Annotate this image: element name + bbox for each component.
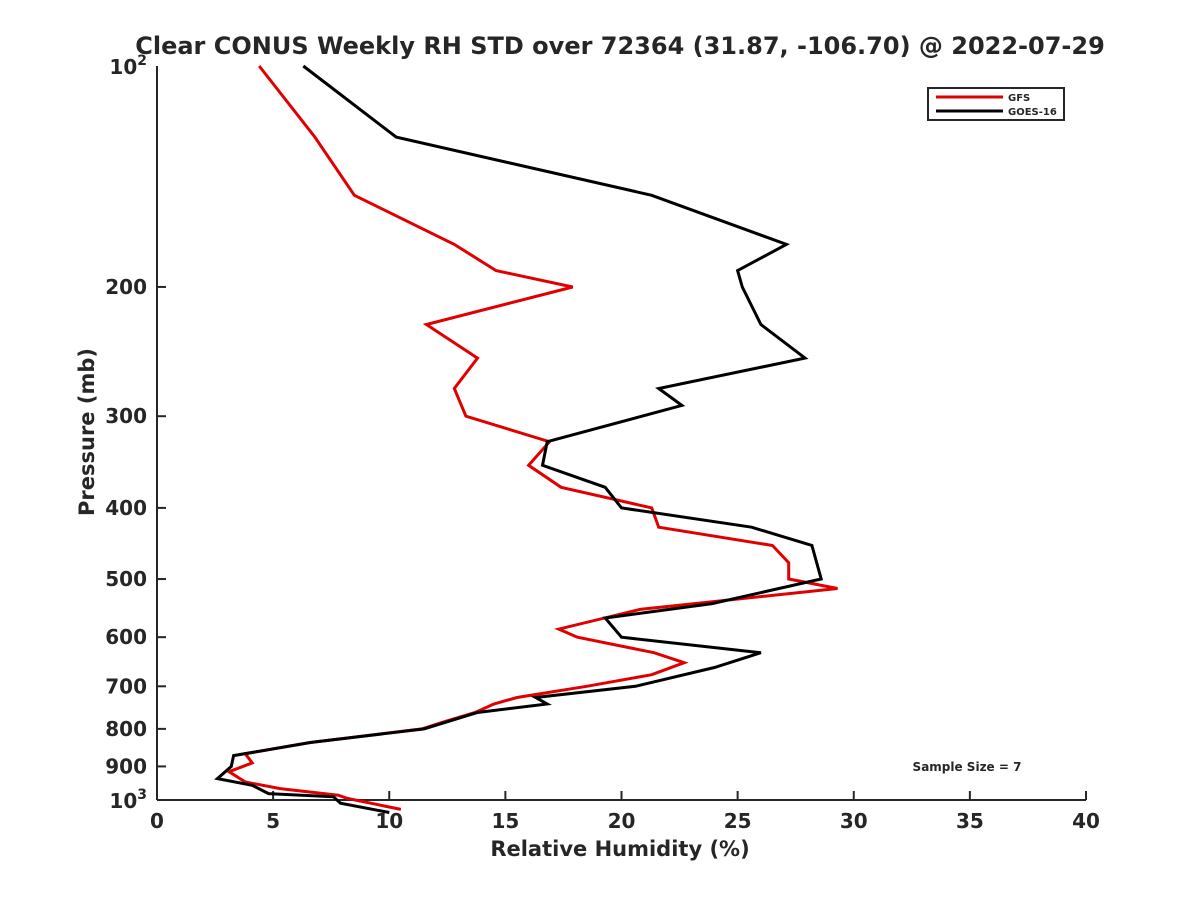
y-tick-label: 200 xyxy=(105,275,147,299)
x-tick-label: 20 xyxy=(608,809,636,833)
series-line-goes-16 xyxy=(214,64,824,814)
y-tick-label: 700 xyxy=(105,674,147,698)
legend-label: GOES-16 xyxy=(1008,107,1057,118)
x-tick-label: 5 xyxy=(266,809,280,833)
legend-label: GFS xyxy=(1008,93,1030,104)
chart-title: Clear CONUS Weekly RH STD over 72364 (31… xyxy=(135,32,1105,60)
x-tick-label: 15 xyxy=(491,809,519,833)
y-tick-label: 500 xyxy=(105,567,147,591)
y-axis-label: Pressure (mb) xyxy=(75,348,99,516)
legend-box xyxy=(927,87,1065,121)
y-tick-label-power: 103 xyxy=(109,787,147,813)
x-tick-label: 30 xyxy=(840,809,868,833)
y-tick-label: 900 xyxy=(105,754,147,778)
y-tick-label: 800 xyxy=(105,717,147,741)
x-tick-label: 35 xyxy=(956,809,984,833)
sample-size-annotation: Sample Size = 7 xyxy=(913,760,1022,774)
x-axis-label: Relative Humidity (%) xyxy=(490,837,749,861)
y-axis: 200 300 400 500 600 700 800 900 102 103 xyxy=(105,53,166,813)
x-tick-label: 25 xyxy=(724,809,752,833)
y-tick-label-power: 102 xyxy=(109,53,147,79)
x-tick-label: 10 xyxy=(375,809,403,833)
plot-area xyxy=(156,66,1086,801)
x-axis: 0 5 10 15 20 25 30 35 40 xyxy=(150,791,1100,833)
y-tick-label: 400 xyxy=(105,496,147,520)
series-layer xyxy=(214,64,838,814)
legend: GFS GOES-16 xyxy=(927,87,1065,121)
y-tick-label: 600 xyxy=(105,625,147,649)
x-tick-label: 40 xyxy=(1072,809,1100,833)
series-line-gfs xyxy=(225,65,838,811)
x-tick-label: 0 xyxy=(150,809,164,833)
y-tick-label: 300 xyxy=(105,404,147,428)
